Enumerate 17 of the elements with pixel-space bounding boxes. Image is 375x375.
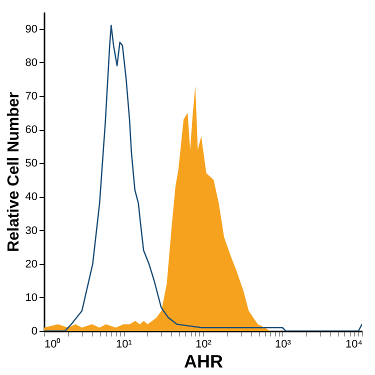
x-tick-label: 10³ — [275, 338, 292, 350]
y-axis-title: Relative Cell Number — [5, 92, 22, 252]
x-tick-label: 10² — [196, 338, 212, 350]
y-tick-label: 50 — [25, 158, 38, 170]
y-tick-label: 80 — [25, 56, 38, 69]
y-tick-label: 40 — [25, 191, 38, 204]
x-tick-label: 10⁴ — [346, 338, 363, 350]
y-tick-label: 90 — [25, 23, 38, 36]
x-tick-label: 10¹ — [116, 338, 132, 350]
y-tick-label: 10 — [25, 292, 38, 304]
x-tick-label: 10⁰ — [44, 338, 61, 350]
y-tick-label: 20 — [25, 258, 38, 270]
y-tick-label: 60 — [25, 124, 38, 136]
y-tick-label: 30 — [25, 224, 38, 237]
x-axis-title: AHR — [184, 352, 223, 372]
y-tick-label: 0 — [31, 326, 38, 338]
y-tick-label: 70 — [25, 90, 38, 102]
